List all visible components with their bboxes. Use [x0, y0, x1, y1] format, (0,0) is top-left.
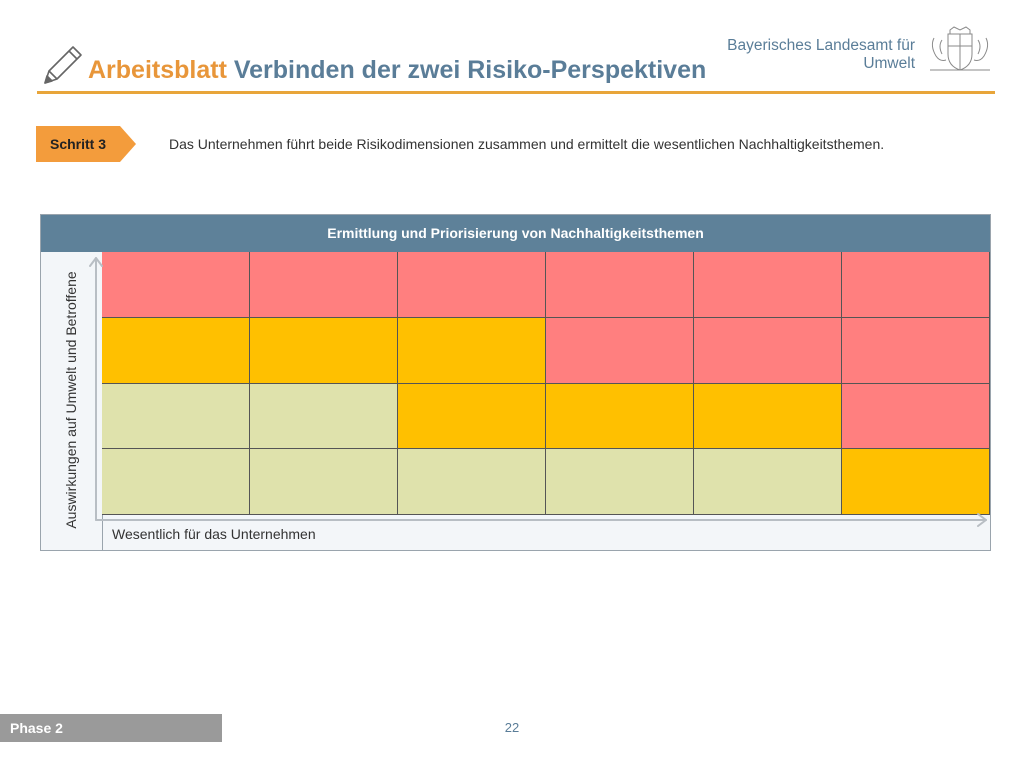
matrix-cell-r4-c3 [398, 449, 546, 515]
matrix-cell-r1-c4 [546, 252, 694, 318]
organization-name: Bayerisches Landesamt für Umwelt [655, 37, 915, 73]
matrix-cell-r2-c6 [842, 317, 990, 384]
matrix-cell-r1-c3 [398, 252, 546, 318]
title-main: Verbinden der zwei Risiko-Perspektiven [233, 56, 707, 84]
header-divider [37, 91, 995, 94]
matrix-grid [102, 252, 990, 515]
y-axis-label: Auswirkungen auf Umwelt und Betroffene [63, 271, 79, 529]
matrix-cell-r3-c2 [250, 383, 398, 450]
phase-tag: Phase 2 [0, 714, 222, 742]
matrix-cell-r2-c3 [398, 317, 546, 384]
matrix-cell-r1-c5 [694, 252, 842, 318]
priority-matrix: Ermittlung und Priorisierung von Nachhal… [40, 214, 991, 551]
page-number: 22 [504, 720, 520, 735]
matrix-title: Ermittlung und Priorisierung von Nachhal… [41, 215, 990, 252]
y-axis-area: Auswirkungen auf Umwelt und Betroffene [41, 252, 103, 550]
matrix-cell-r4-c4 [546, 449, 694, 515]
matrix-cell-r3-c1 [102, 383, 250, 450]
matrix-cell-r2-c1 [102, 317, 250, 384]
matrix-cell-r4-c6 [842, 449, 990, 515]
coat-of-arms-icon [930, 26, 990, 71]
step-description: Das Unternehmen führt beide Risikodimens… [169, 136, 885, 152]
matrix-cell-r2-c5 [694, 317, 842, 384]
matrix-cell-r2-c4 [546, 317, 694, 384]
step-badge: Schritt 3 [36, 126, 136, 162]
pencil-icon [44, 46, 82, 84]
matrix-cell-r4-c1 [102, 449, 250, 515]
org-line-2: Umwelt [863, 55, 915, 72]
matrix-cell-r3-c3 [398, 383, 546, 450]
matrix-cell-r1-c2 [250, 252, 398, 318]
matrix-cell-r4-c2 [250, 449, 398, 515]
matrix-cell-r2-c2 [250, 317, 398, 384]
matrix-cell-r3-c6 [842, 383, 990, 450]
matrix-cell-r3-c5 [694, 383, 842, 450]
step-label: Schritt 3 [49, 136, 106, 152]
page-title: Arbeitsblatt Verbinden der zwei Risiko-P… [88, 56, 706, 85]
matrix-cell-r1-c6 [842, 252, 990, 318]
matrix-cell-r3-c4 [546, 383, 694, 450]
title-prefix: Arbeitsblatt [88, 56, 227, 84]
x-axis-label: Wesentlich für das Unternehmen [112, 526, 316, 542]
matrix-cell-r1-c1 [102, 252, 250, 318]
org-line-1: Bayerisches Landesamt für [727, 37, 915, 54]
matrix-cell-r4-c5 [694, 449, 842, 515]
